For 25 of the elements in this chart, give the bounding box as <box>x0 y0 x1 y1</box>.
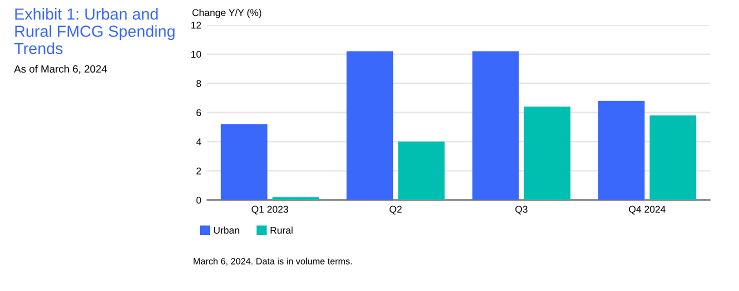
x-tick-label: Q1 2023 <box>252 206 288 214</box>
bar <box>472 51 519 200</box>
legend-label: Rural <box>270 226 292 234</box>
bar <box>398 142 445 200</box>
y-tick-label: 4 <box>196 138 202 146</box>
text: As of March 6, 2024 <box>14 65 107 74</box>
bar <box>650 115 696 200</box>
chart-title: Exhibit 1: Urban and Rural FMCG Spending Trends <box>14 8 175 54</box>
text: March 6, 2024. Data is in volume terms. <box>194 258 352 266</box>
bar <box>598 100 645 200</box>
y-tick-label: 2 <box>196 168 201 174</box>
x-tick-label: Q4 2024 <box>628 206 666 214</box>
y-axis-title: Change Y/Y (%) <box>192 8 262 18</box>
bar <box>220 124 268 200</box>
y-tick-label: 6 <box>196 109 202 116</box>
bar <box>272 197 319 200</box>
x-tick-label: Q3 <box>515 206 528 214</box>
legend-label: Urban <box>214 226 240 234</box>
y-tick-label: 0 <box>196 196 202 204</box>
y-tick-label: 12 <box>191 22 201 29</box>
y-tick-label: 8 <box>196 80 202 87</box>
bar <box>524 106 570 200</box>
y-tick-label: 10 <box>191 50 202 58</box>
x-tick-label: Q2 <box>390 206 402 214</box>
bar <box>346 51 394 200</box>
